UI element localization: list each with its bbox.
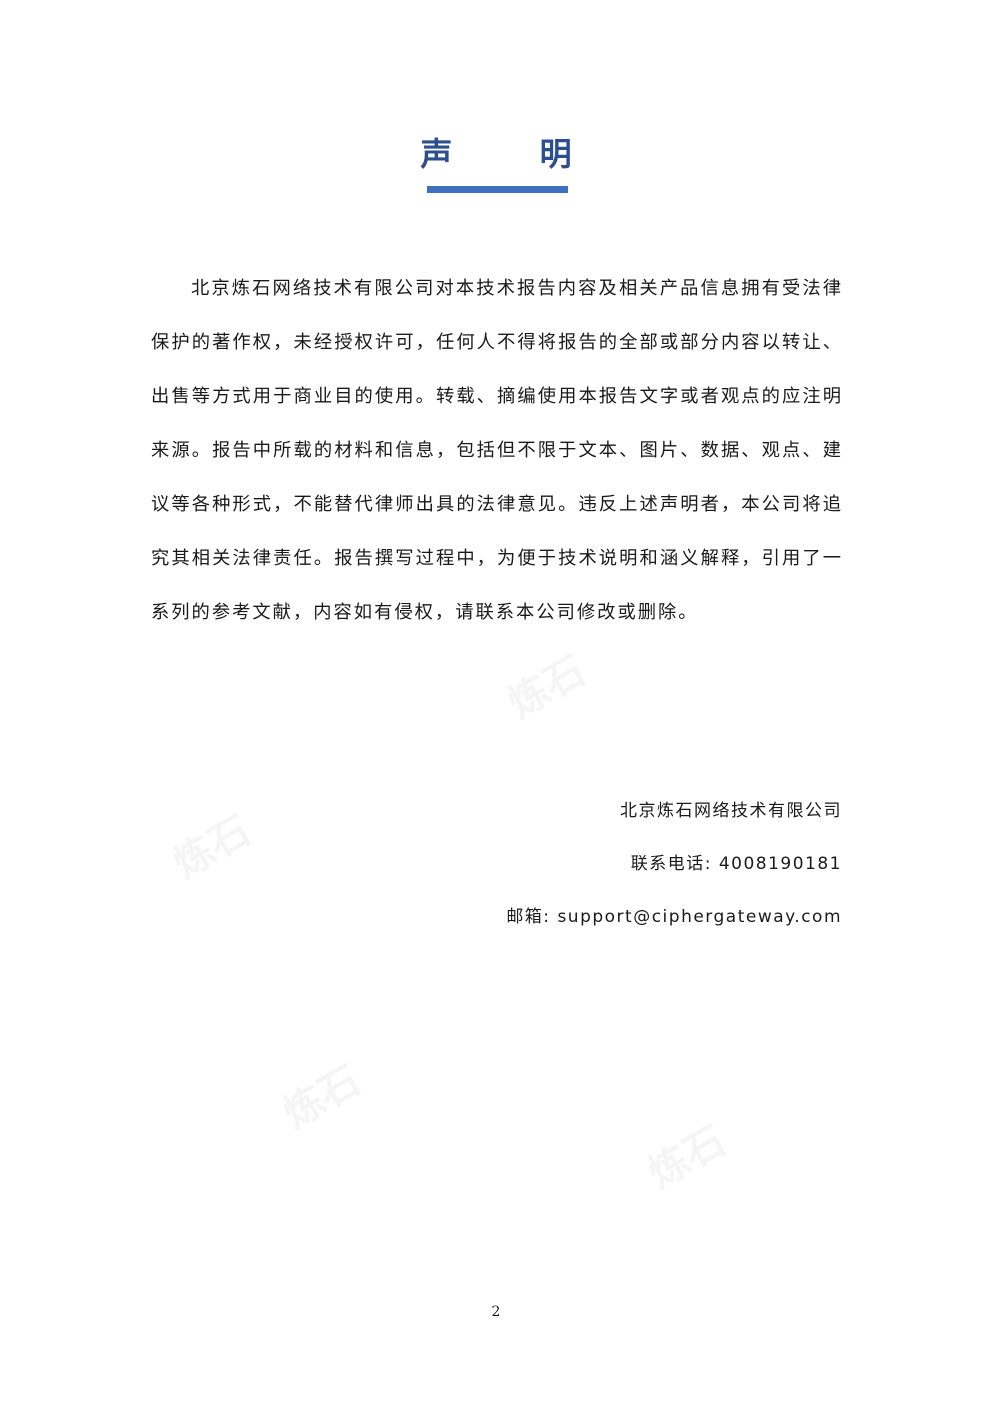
signature-phone: 联系电话: 4008190181 [630,854,842,874]
watermark-4: 炼石 [636,1109,734,1199]
declaration-body: 北京炼石网络技术有限公司对本技术报告内容及相关产品信息拥有受法律保护的著作权，未… [151,278,843,623]
watermark-1: 炼石 [496,639,594,729]
signature-email: 邮箱: support@ciphergateway.com [506,907,842,927]
watermark-3: 炼石 [271,1049,369,1139]
page-title: 声 明 [420,135,610,173]
signature-company: 北京炼石网络技术有限公司 [620,801,842,821]
watermark-2: 炼石 [161,799,259,889]
page-number: 2 [491,1304,501,1320]
title-underline [427,186,568,193]
